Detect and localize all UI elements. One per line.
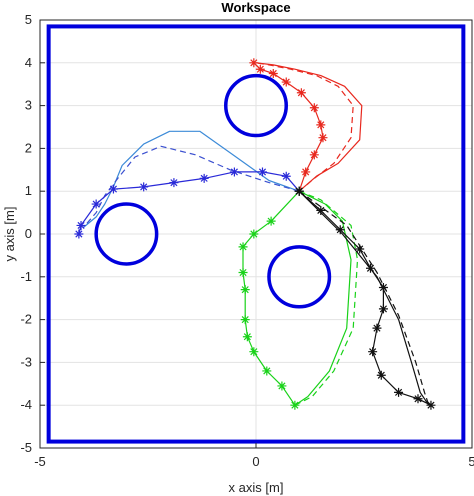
trajectory-marker	[281, 171, 291, 181]
workspace-boundary-layer	[46, 24, 466, 444]
obstacle-circle	[267, 245, 332, 309]
x-tick-labels: -5 0 5	[34, 443, 474, 469]
trajectory-marker	[91, 199, 101, 209]
trajectory-marker	[365, 263, 375, 273]
trajectories	[74, 58, 436, 410]
trajectory-red-solid	[255, 62, 363, 192]
trajectory-marker	[368, 347, 378, 357]
trajectory-line	[298, 190, 430, 406]
trajectory-marker	[266, 216, 276, 226]
trajectory-line	[82, 130, 300, 229]
trajectory-blue_solid-solid	[82, 130, 300, 229]
trajectory-marker	[255, 64, 265, 74]
trajectory-marker	[277, 381, 287, 391]
y-tick-label: -3	[20, 354, 32, 369]
trajectory-blue_markers-marker-line	[74, 167, 304, 239]
trajectory-marker	[281, 77, 291, 87]
trajectory-marker	[74, 229, 84, 239]
trajectory-line	[298, 190, 430, 406]
y-tick-label: 2	[25, 140, 32, 155]
trajectory-marker	[296, 88, 306, 98]
workspace-boundary	[46, 24, 466, 444]
trajectory-marker	[290, 400, 300, 410]
trajectory-marker	[294, 186, 304, 196]
obstacles	[94, 73, 332, 309]
trajectory-marker	[316, 205, 326, 215]
trajectory-marker	[238, 242, 248, 252]
trajectory-marker	[262, 366, 272, 376]
trajectory-line	[255, 62, 363, 192]
trajectory-marker	[372, 323, 382, 333]
trajectory-marker	[108, 184, 118, 194]
y-tick-label: 0	[25, 226, 32, 241]
trajectory-marker	[249, 347, 259, 357]
trajectory-marker	[76, 220, 86, 230]
trajectory-marker	[335, 225, 345, 235]
y-tick-label: -4	[20, 397, 32, 412]
trajectory-marker	[426, 400, 436, 410]
trajectory-red-dashed	[255, 62, 354, 192]
y-tick-label: -5	[20, 440, 32, 455]
y-tick-labels: 5 4 3 2 1 0 -1 -2 -3 -4 -5	[20, 12, 45, 455]
trajectory-marker	[413, 394, 423, 404]
trajectory-marker	[139, 182, 149, 192]
y-axis-title: y axis [m]	[2, 207, 17, 262]
x-axis-title: x axis [m]	[229, 480, 284, 495]
trajectory-marker	[355, 244, 365, 254]
trajectory-marker	[229, 167, 239, 177]
trajectory-marker	[240, 315, 250, 325]
trajectory-marker	[249, 229, 259, 239]
trajectory-marker	[301, 167, 311, 177]
trajectory-marker	[169, 178, 179, 188]
trajectory-marker	[318, 133, 328, 143]
trajectory-marker	[378, 283, 388, 292]
trajectory-green-solid	[294, 190, 352, 406]
x-tick-label: 0	[252, 454, 259, 469]
trajectory-marker	[316, 120, 326, 130]
trajectory-marker	[394, 387, 404, 397]
trajectory-marker	[238, 268, 248, 278]
trajectory-marker	[199, 173, 209, 183]
y-tick-label: 3	[25, 98, 32, 113]
x-tick-label: 5	[468, 454, 474, 469]
trajectory-black-marker-line	[294, 186, 436, 410]
y-tick-label: 4	[25, 55, 32, 70]
obstacle-circle	[224, 73, 288, 138]
y-tick-label: 5	[25, 12, 32, 27]
trajectory-black-dashed	[298, 190, 430, 406]
trajectory-black-solid	[298, 190, 430, 406]
trajectory-line	[294, 190, 359, 406]
trajectory-marker	[240, 285, 250, 295]
y-tick-label: 1	[25, 183, 32, 198]
trajectory-marker	[376, 370, 386, 380]
chart-title: Workspace	[221, 0, 290, 15]
trajectory-marker	[249, 58, 259, 68]
trajectory-marker	[378, 304, 388, 314]
trajectory-marker	[268, 69, 278, 78]
y-tick-label: -2	[20, 312, 32, 327]
trajectory-line	[255, 62, 354, 192]
trajectory-marker	[309, 103, 319, 113]
trajectory-marker	[309, 150, 319, 160]
obstacle-circle	[94, 202, 159, 266]
trajectory-green-dashed	[294, 190, 359, 406]
trajectory-line	[294, 190, 352, 406]
trajectory-marker	[257, 167, 267, 177]
x-tick-label: -5	[34, 454, 46, 469]
y-tick-label: -1	[20, 269, 32, 284]
trajectory-marker	[242, 332, 252, 342]
